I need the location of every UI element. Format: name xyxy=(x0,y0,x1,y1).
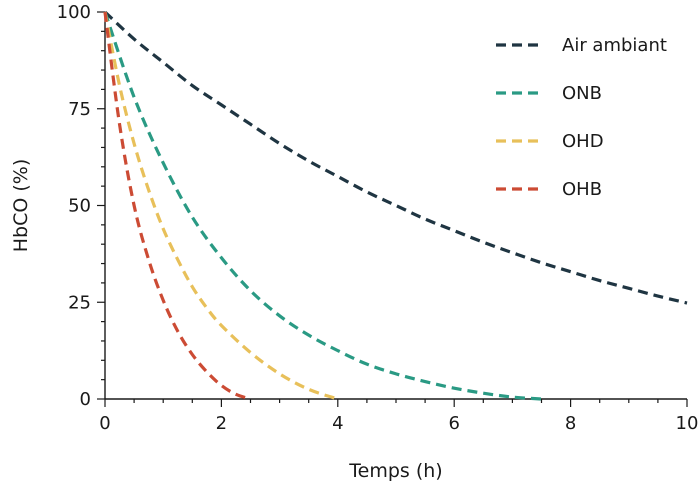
legend-label: Air ambiant xyxy=(562,35,667,56)
series-line-ohd xyxy=(103,11,339,401)
series-line-onb xyxy=(103,11,542,401)
x-axis-title: Temps (h) xyxy=(348,460,442,482)
y-ticks: 0 25 50 75 100 xyxy=(57,2,105,410)
x-tick-label: 0 xyxy=(99,413,110,434)
series-lines xyxy=(103,10,688,401)
y-tick-label: 50 xyxy=(68,196,91,217)
x-ticks: 0 2 4 6 8 10 xyxy=(99,399,698,434)
x-tick-label: 10 xyxy=(676,413,699,434)
series-line-ohb xyxy=(103,11,251,401)
x-tick-label: 8 xyxy=(565,413,576,434)
axes xyxy=(104,12,687,400)
legend-label: OHB xyxy=(562,179,602,200)
y-tick-label: 0 xyxy=(80,389,91,410)
legend-label: OHD xyxy=(562,131,604,152)
x-tick-label: 2 xyxy=(216,413,227,434)
y-tick-label: 25 xyxy=(68,292,91,313)
x-tick-label: 4 xyxy=(332,413,343,434)
y-tick-label: 75 xyxy=(68,99,91,120)
x-tick-label: 6 xyxy=(448,413,459,434)
legend: Air ambiant ONB OHD OHB xyxy=(496,35,667,200)
legend-label: ONB xyxy=(562,83,602,104)
y-axis-title: HbCO (%) xyxy=(10,159,32,253)
y-tick-label: 100 xyxy=(57,2,91,23)
